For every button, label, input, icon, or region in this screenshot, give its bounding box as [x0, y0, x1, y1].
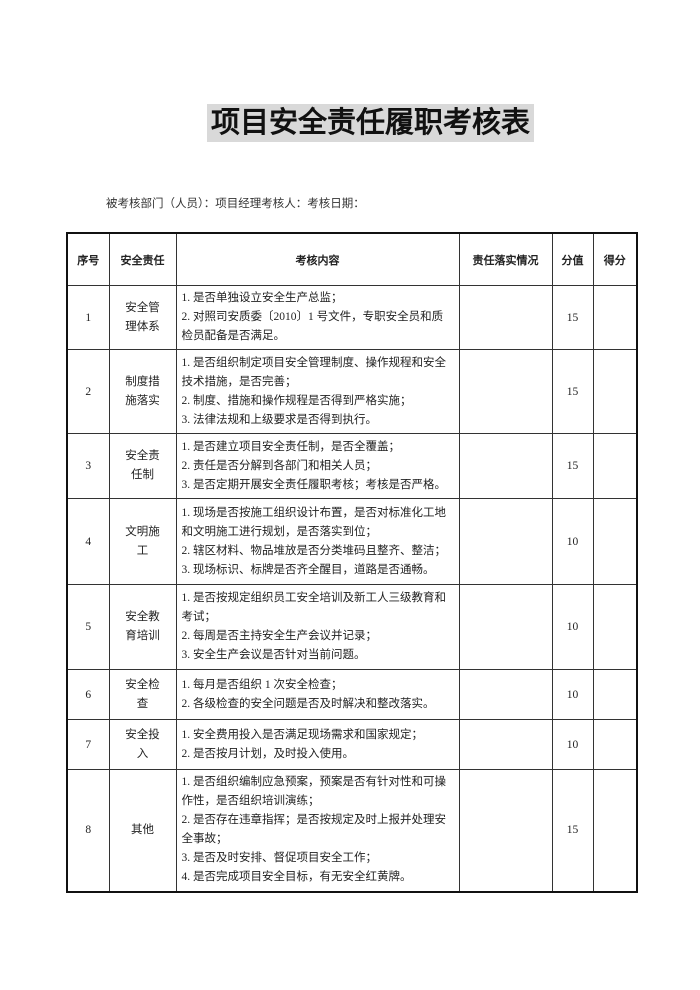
row-number: 1 — [66, 285, 110, 350]
responsibility-cell: 文明施工 — [108, 498, 177, 585]
content-item: 1. 是否组织编制应急预案，预案是否有针对性和可操作性，是否组织培训演练； — [181, 776, 447, 808]
header-responsibility: 安全责任 — [108, 232, 177, 286]
content-item: 3. 是否定期开展安全责任履职考核；考核是否严格。 — [181, 478, 447, 491]
content-cell: 1. 安全费用投入是否满足现场需求和国家规定； 2. 是否按月计划，及时投入使用。 — [175, 719, 460, 770]
table-row: 5 安全教育培训 1. 是否按规定组织员工安全培训及新工人三级教育和考试； 2. 每周… — [66, 584, 638, 670]
row-number: 8 — [66, 769, 110, 892]
score-cell[interactable] — [592, 719, 638, 770]
row-number: 4 — [66, 498, 110, 585]
implementation-cell[interactable] — [458, 285, 553, 350]
content-item: 2. 是否存在违章指挥；是否按规定及时上报并处理安全事故； — [181, 814, 447, 846]
points-cell: 15 — [551, 769, 594, 892]
implementation-cell[interactable] — [458, 769, 553, 892]
content-item: 2. 制度、措施和操作规程是否得到严格实施； — [181, 394, 412, 407]
content-item: 3. 是否及时安排、督促项目安全工作； — [181, 852, 378, 865]
responsibility-cell: 安全检查 — [108, 669, 177, 720]
responsibility-cell: 制度措施落实 — [108, 349, 177, 434]
table-row: 6 安全检查 1. 每月是否组织 1 次安全检查； 2. 各级检查的安全问题是否及时解… — [66, 669, 638, 720]
row-number: 7 — [66, 719, 110, 770]
responsibility-cell: 安全管理体系 — [108, 285, 177, 350]
row-number: 6 — [66, 669, 110, 720]
content-item: 2. 各级检查的安全问题是否及时解决和整改落实。 — [181, 697, 435, 710]
content-item: 3. 安全生产会议是否针对当前问题。 — [181, 649, 366, 661]
row-number: 2 — [66, 349, 110, 434]
score-cell[interactable] — [592, 285, 638, 350]
responsibility-cell: 安全教育培训 — [108, 584, 177, 670]
score-cell[interactable] — [592, 584, 638, 670]
assessment-info-line: 被考核部门（人员）：项目经理考核人：考核日期： — [106, 198, 365, 210]
table-header-row: 序号 安全责任 考核内容 责任落实情况 分值 得分 — [66, 232, 638, 286]
points-cell: 10 — [551, 498, 594, 585]
content-item: 3. 法律法规和上级要求是否得到执行。 — [181, 413, 378, 426]
score-cell[interactable] — [592, 769, 638, 892]
content-item: 2. 每周是否主持安全生产会议并记录； — [181, 630, 378, 642]
header-implementation: 责任落实情况 — [458, 232, 553, 286]
content-cell: 1. 是否单独设立安全生产总监； 2. 对照司安质委〔2010〕1 号文件，专职安… — [175, 285, 460, 350]
implementation-cell[interactable] — [458, 349, 553, 434]
score-cell[interactable] — [592, 349, 638, 434]
table-row: 4 文明施工 1. 现场是否按施工组织设计布置，是否对标准化工地和文明施工进行规划，… — [66, 498, 638, 585]
assessment-table: 序号 安全责任 考核内容 责任落实情况 分值 得分 1 安全管理体系 1. 是否单独… — [66, 232, 638, 893]
table-row: 2 制度措施落实 1. 是否组织制定项目安全管理制度、操作规程和安全技术措施，是否完… — [66, 349, 638, 434]
score-cell[interactable] — [592, 669, 638, 720]
content-item: 2. 对照司安质委〔2010〕1 号文件，专职安全员和质检员配备是否满足。 — [181, 311, 444, 342]
content-cell: 1. 是否组织制定项目安全管理制度、操作规程和安全技术措施，是否完善； 2. 制度… — [175, 349, 460, 434]
implementation-cell[interactable] — [458, 719, 553, 770]
points-cell: 10 — [551, 669, 594, 720]
responsibility-cell: 安全责任制 — [108, 433, 177, 499]
content-item: 1. 是否按规定组织员工安全培训及新工人三级教育和考试； — [181, 592, 447, 623]
implementation-cell[interactable] — [458, 498, 553, 585]
page-title: 项目安全责任履职考核表 — [207, 104, 535, 142]
row-number: 5 — [66, 584, 110, 670]
content-cell: 1. 现场是否按施工组织设计布置，是否对标准化工地和文明施工进行规划，是否落实到… — [175, 498, 460, 585]
content-item: 2. 责任是否分解到各部门和相关人员； — [181, 459, 378, 472]
table-row: 7 安全投入 1. 安全费用投入是否满足现场需求和国家规定； 2. 是否按月计划，及时… — [66, 719, 638, 770]
content-item: 4. 是否完成项目安全目标，有无安全红黄牌。 — [181, 871, 412, 884]
content-item: 1. 是否组织制定项目安全管理制度、操作规程和安全技术措施，是否完善； — [181, 356, 447, 388]
content-item: 3. 现场标识、标牌是否齐全醒目，道路是否通畅。 — [181, 563, 435, 576]
table-row: 8 其他 1. 是否组织编制应急预案，预案是否有针对性和可操作性，是否组织培训演练；… — [66, 769, 638, 892]
content-item: 1. 是否建立项目安全责任制，是否全覆盖； — [181, 440, 401, 453]
content-item: 1. 安全费用投入是否满足现场需求和国家规定； — [181, 728, 424, 741]
implementation-cell[interactable] — [458, 433, 553, 499]
content-item: 2. 是否按月计划，及时投入使用。 — [181, 747, 355, 760]
points-cell: 15 — [551, 433, 594, 499]
content-cell: 1. 是否建立项目安全责任制，是否全覆盖； 2. 责任是否分解到各部门和相关人员；… — [175, 433, 460, 499]
header-content: 考核内容 — [175, 232, 460, 286]
content-cell: 1. 是否按规定组织员工安全培训及新工人三级教育和考试； 2. 每周是否主持安全生… — [175, 584, 460, 670]
score-cell[interactable] — [592, 433, 638, 499]
header-no: 序号 — [66, 232, 110, 286]
header-score: 得分 — [592, 232, 638, 286]
responsibility-cell: 其他 — [108, 769, 177, 892]
responsibility-cell: 安全投入 — [108, 719, 177, 770]
points-cell: 10 — [551, 719, 594, 770]
table-row: 1 安全管理体系 1. 是否单独设立安全生产总监； 2. 对照司安质委〔2010〕1 … — [66, 285, 638, 350]
content-cell: 1. 每月是否组织 1 次安全检查； 2. 各级检查的安全问题是否及时解决和整改落… — [175, 669, 460, 720]
content-item: 1. 每月是否组织 1 次安全检查； — [181, 678, 343, 691]
content-cell: 1. 是否组织编制应急预案，预案是否有针对性和可操作性，是否组织培训演练； 2. … — [175, 769, 460, 892]
content-item: 2. 辖区材料、物品堆放是否分类堆码且整齐、整洁； — [181, 544, 447, 557]
implementation-cell[interactable] — [458, 584, 553, 670]
implementation-cell[interactable] — [458, 669, 553, 720]
content-item: 1. 是否单独设立安全生产总监； — [181, 292, 343, 304]
score-cell[interactable] — [592, 498, 638, 585]
points-cell: 10 — [551, 584, 594, 670]
points-cell: 15 — [551, 285, 594, 350]
row-number: 3 — [66, 433, 110, 499]
table-row: 3 安全责任制 1. 是否建立项目安全责任制，是否全覆盖； 2. 责任是否分解到各部门… — [66, 433, 638, 499]
points-cell: 15 — [551, 349, 594, 434]
content-item: 1. 现场是否按施工组织设计布置，是否对标准化工地和文明施工进行规划，是否落实到… — [181, 506, 447, 538]
header-points: 分值 — [551, 232, 594, 286]
